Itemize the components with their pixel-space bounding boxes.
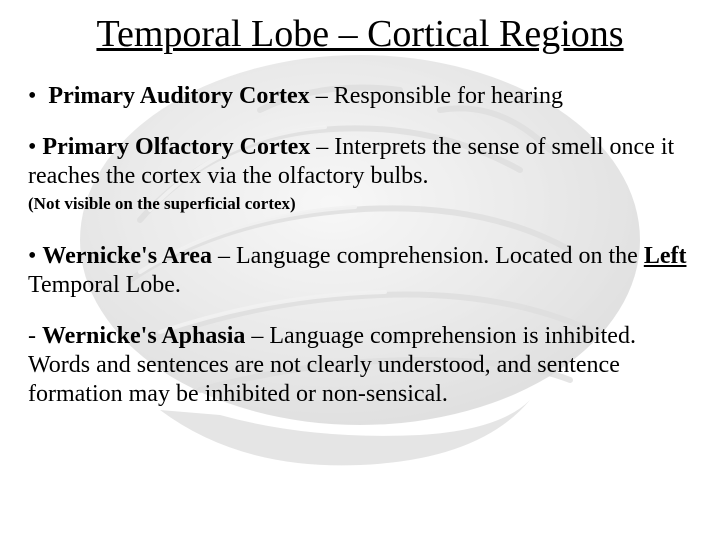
bullet-olfactory: • Primary Olfactory Cortex – Interprets … xyxy=(28,133,692,191)
bullet-aphasia: - Wernicke's Aphasia – Language comprehe… xyxy=(28,322,692,408)
desc-auditory: Responsible for hearing xyxy=(334,83,563,109)
term-olfactory: Primary Olfactory Cortex xyxy=(42,134,310,160)
term-aphasia: Wernicke's Aphasia xyxy=(42,323,245,349)
term-wernicke: Wernicke's Area xyxy=(42,243,212,269)
term-auditory: Primary Auditory Cortex xyxy=(48,83,309,109)
slide-title: Temporal Lobe – Cortical Regions xyxy=(28,12,692,56)
olfactory-note: (Not visible on the superficial cortex) xyxy=(28,194,692,214)
bullet-wernicke: • Wernicke's Area – Language comprehensi… xyxy=(28,242,692,300)
wernicke-left: Left xyxy=(644,243,687,269)
bullet-auditory: • Primary Auditory Cortex – Responsible … xyxy=(28,82,692,111)
slide-content: Temporal Lobe – Cortical Regions • Prima… xyxy=(0,0,720,408)
